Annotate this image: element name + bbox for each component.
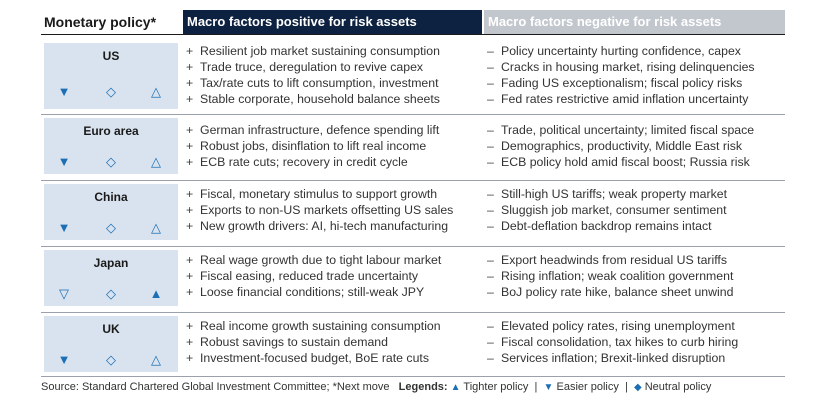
region-name: US — [102, 49, 120, 63]
policy-neutral-icon: ◇ — [106, 352, 116, 367]
positive-factor: + Robust savings to sustain demand — [186, 335, 388, 349]
positive-factor: + Tax/rate cuts to lift consumption, inve… — [186, 76, 439, 90]
row-divider — [41, 246, 785, 247]
positive-factor: + Investment-focused budget, BoE rate cut… — [186, 351, 429, 365]
negative-factor: – ECB policy hold amid fiscal boost; Russ… — [487, 155, 750, 169]
row-divider — [41, 312, 785, 313]
positive-factors-header: Macro factors positive for risk assets — [183, 10, 482, 34]
policy-neutral-icon: ◇ — [106, 154, 116, 169]
positive-factors-list: + Real income growth sustaining consumpti… — [186, 318, 441, 366]
policy-tighter-icon: △ — [151, 220, 161, 235]
policy-tighter-filled-icon: ▲ — [149, 286, 163, 301]
source-note: Source: Standard Chartered Global Invest… — [41, 381, 390, 393]
region-name: UK — [102, 322, 120, 336]
policy-easier-icon: ▼ — [57, 84, 71, 99]
negative-factors-list: – Elevated policy rates, rising unemploym… — [487, 318, 738, 366]
negative-factors-list: – Policy uncertainty hurting confidence, … — [487, 43, 755, 107]
negative-factor: – Sluggish job market, consumer sentiment — [487, 203, 727, 217]
region-name: Euro area — [83, 124, 139, 138]
negative-factor: – Fed rates restrictive amid inflation un… — [487, 92, 749, 106]
negative-factor: – Rising inflation; weak coalition govern… — [487, 269, 734, 283]
legend-neutral-icon: ◆ — [633, 382, 642, 393]
positive-factor: + ECB rate cuts; recovery in credit cycle — [186, 155, 408, 169]
negative-factor: – Cracks in housing market, rising delinq… — [487, 60, 755, 74]
monetary-policy-title: Monetary policy* — [44, 14, 157, 30]
positive-factors-list: + Fiscal, monetary stimulus to support gr… — [186, 186, 453, 234]
row-divider — [41, 114, 785, 115]
footer-rule — [41, 376, 785, 377]
region-row-us: US ▼ ◇ △ + Resilient job market sustainin… — [41, 40, 785, 113]
policy-tighter-icon: △ — [151, 154, 161, 169]
region-box-uk: UK ▼ ◇ △ — [44, 316, 178, 372]
positive-factor: + Fiscal easing, reduced trade uncertaint… — [186, 269, 419, 283]
policy-easier-icon: ▼ — [57, 220, 71, 235]
negative-factor: – Services inflation; Brexit-linked disru… — [487, 351, 726, 365]
negative-factor: – Export headwinds from residual US tarif… — [487, 253, 727, 267]
region-row-china: China ▼ ◇ △ + Fiscal, monetary stimulus t… — [41, 180, 785, 243]
positive-factor: + Fiscal, monetary stimulus to support gr… — [186, 187, 438, 201]
negative-factor: – Fiscal consolidation, tax hikes to curb… — [487, 335, 739, 349]
positive-factor: + Loose financial conditions; still-weak … — [186, 285, 425, 299]
positive-factor: + New growth drivers: AI, hi-tech manufac… — [186, 219, 449, 233]
negative-factors-list: – Trade, political uncertainty; limited f… — [487, 122, 754, 170]
positive-factor: + Trade truce, deregulation to revive cap… — [186, 60, 424, 74]
footer: Source: Standard Chartered Global Invest… — [41, 379, 785, 395]
negative-factor: – Debt-deflation backdrop remains intact — [487, 219, 712, 233]
region-box-china: China ▼ ◇ △ — [44, 184, 178, 240]
region-row-uk: UK ▼ ◇ △ + Real income growth sustaining … — [41, 312, 785, 375]
positive-factor: + Robust jobs, disinflation to lift real … — [186, 139, 427, 153]
policy-neutral-icon: ◇ — [106, 220, 116, 235]
legends-label: Legends: — [398, 381, 448, 393]
negative-factor: – BoJ policy rate hike, balance sheet unw… — [487, 285, 734, 299]
positive-factors-list: + German infrastructure, defence spending… — [186, 122, 439, 170]
region-name: Japan — [93, 256, 129, 270]
negative-factors-list: – Export headwinds from residual US tarif… — [487, 252, 733, 300]
positive-factor: + Exports to non-US markets offsetting US… — [186, 203, 454, 217]
negative-factor: – Policy uncertainty hurting confidence, … — [487, 44, 741, 58]
legend-neutral-label: Neutral policy — [644, 381, 712, 393]
legend-tighter-label: Tighter policy — [463, 381, 529, 393]
region-box-japan: Japan ▽ ◇ ▲ — [44, 250, 178, 306]
policy-neutral-icon: ◇ — [106, 84, 116, 99]
legend-separator: | — [534, 381, 538, 393]
policy-tighter-icon: △ — [151, 352, 161, 367]
policy-tighter-icon: △ — [151, 84, 161, 99]
positive-factors-list: + Real wage growth due to tight labour ma… — [186, 252, 441, 300]
header-rule — [41, 34, 785, 35]
positive-factor: + German infrastructure, defence spending… — [186, 123, 440, 137]
positive-factor: + Real income growth sustaining consumpti… — [186, 319, 441, 333]
policy-easier-icon: ▼ — [57, 352, 71, 367]
policy-neutral-icon: ◇ — [106, 286, 116, 301]
region-box-euro-area: Euro area ▼ ◇ △ — [44, 118, 178, 174]
region-box-us: US ▼ ◇ △ — [44, 43, 178, 109]
legend-separator: | — [624, 381, 628, 393]
region-row-japan: Japan ▽ ◇ ▲ + Real wage growth due to tig… — [41, 246, 785, 309]
positive-factor: + Real wage growth due to tight labour ma… — [186, 253, 442, 267]
policy-easier-outline-icon: ▽ — [59, 286, 69, 301]
positive-factor: + Resilient job market sustaining consump… — [186, 44, 440, 58]
positive-factor: + Stable corporate, household balance she… — [186, 92, 440, 106]
region-name: China — [94, 190, 128, 204]
legend-tighter-icon: ▲ — [450, 382, 461, 393]
negative-factor: – Elevated policy rates, rising unemploym… — [487, 319, 735, 333]
legend-easier-label: Easier policy — [556, 381, 619, 393]
negative-factor: – Trade, political uncertainty; limited f… — [487, 123, 755, 137]
positive-factors-list: + Resilient job market sustaining consump… — [186, 43, 440, 107]
policy-easier-icon: ▼ — [57, 154, 71, 169]
negative-factor: – Fading US exceptionalism; fiscal policy… — [487, 76, 743, 90]
monetary-policy-header: Monetary policy* — [41, 10, 180, 34]
row-divider — [41, 180, 785, 181]
legend-easier-icon: ▼ — [543, 382, 554, 393]
negative-factors-list: – Still-high US tariffs; weak property ma… — [487, 186, 727, 234]
negative-factor: – Still-high US tariffs; weak property ma… — [487, 187, 727, 201]
region-row-euro-area: Euro area ▼ ◇ △ + German infrastructure, … — [41, 114, 785, 177]
negative-factors-header: Macro factors negative for risk assets — [484, 10, 785, 34]
negative-factor: – Demographics, productivity, Middle East… — [487, 139, 743, 153]
